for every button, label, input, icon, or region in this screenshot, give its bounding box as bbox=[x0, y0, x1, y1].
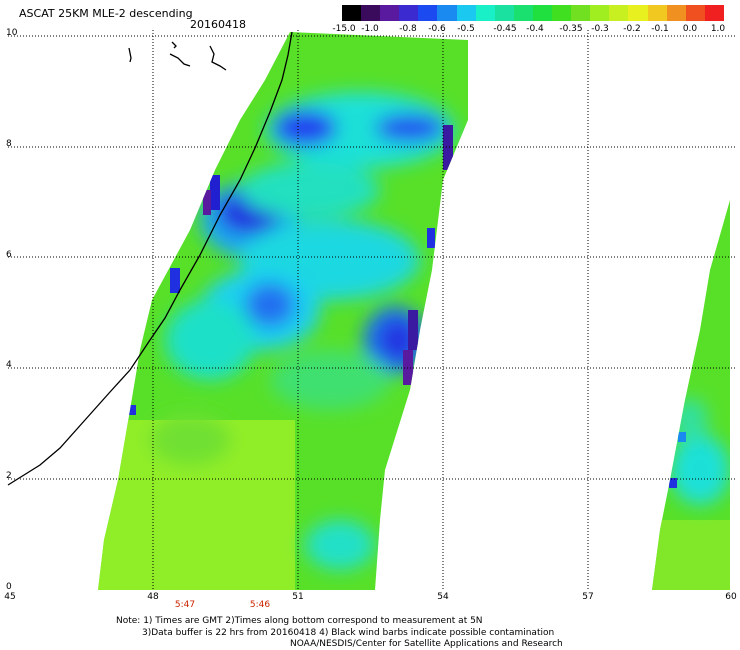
colorbar-segment bbox=[532, 5, 553, 21]
colorbar-segment bbox=[590, 5, 610, 21]
colorbar-segment bbox=[513, 5, 533, 21]
lon-tick-label: 54 bbox=[437, 592, 449, 602]
colorbar-segment bbox=[399, 5, 419, 21]
pass-time-label: 5:47 bbox=[174, 600, 196, 610]
lat-tick-label: 10 bbox=[6, 28, 18, 38]
lat-tick-label: 0 bbox=[6, 582, 12, 592]
lat-tick-label: 2 bbox=[6, 471, 12, 481]
colorbar-segment bbox=[685, 5, 705, 21]
color-scale-bar bbox=[342, 5, 724, 21]
lat-tick-label: 4 bbox=[6, 360, 12, 370]
colorbar-segment bbox=[361, 5, 381, 21]
colorbar-label: -0.45 bbox=[493, 24, 517, 34]
colorbar-segment bbox=[475, 5, 495, 21]
colorbar-segment bbox=[437, 5, 457, 21]
colorbar-segment bbox=[666, 5, 686, 21]
lon-tick-label: 57 bbox=[582, 592, 594, 602]
colorbar-label: -0.3 bbox=[591, 24, 609, 34]
pass-time-label: 5:46 bbox=[249, 600, 271, 610]
grid-lines bbox=[8, 30, 735, 590]
lon-tick-label: 51 bbox=[292, 592, 304, 602]
colorbar-segment bbox=[571, 5, 591, 21]
lon-tick-label: 48 bbox=[147, 592, 159, 602]
colorbar-segment bbox=[628, 5, 648, 21]
colorbar-label: -0.8 bbox=[399, 24, 417, 34]
colorbar-segment bbox=[552, 5, 572, 21]
colorbar-label: -15.0 bbox=[332, 24, 356, 34]
colorbar-label: -0.35 bbox=[559, 24, 583, 34]
lon-tick-label: 60 bbox=[725, 592, 737, 602]
lat-tick-label: 8 bbox=[6, 139, 12, 149]
colorbar-segment bbox=[494, 5, 514, 21]
colorbar-label: -0.2 bbox=[623, 24, 641, 34]
product-date: 20160418 bbox=[190, 18, 246, 31]
product-title: ASCAT 25KM MLE-2 descending bbox=[19, 7, 193, 20]
colorbar-label: 0.0 bbox=[682, 24, 698, 34]
islands bbox=[128, 41, 227, 71]
footnote-line: 3)Data buffer is 22 hrs from 20160418 4)… bbox=[142, 628, 555, 638]
left-swath bbox=[98, 32, 468, 590]
colorbar-segment bbox=[647, 5, 667, 21]
colorbar-label: -1.0 bbox=[361, 24, 379, 34]
color-scale-labels: -15.0 -1.0 -0.8 -0.6 -0.5 -0.45 -0.4 -0.… bbox=[0, 24, 740, 38]
colorbar-label: -0.5 bbox=[457, 24, 475, 34]
coastline bbox=[7, 31, 293, 486]
colorbar-segment bbox=[380, 5, 400, 21]
colorbar-segment bbox=[342, 5, 362, 21]
right-swath bbox=[652, 200, 730, 590]
colorbar-segment bbox=[704, 5, 724, 21]
lon-tick-label: 45 bbox=[4, 592, 16, 602]
colorbar-segment bbox=[418, 5, 438, 21]
colorbar-label: -0.4 bbox=[526, 24, 544, 34]
footnote-line: NOAA/NESDIS/Center for Satellite Applica… bbox=[290, 639, 563, 649]
colorbar-label: -0.6 bbox=[428, 24, 446, 34]
colorbar-segment bbox=[456, 5, 476, 21]
colorbar-segment bbox=[609, 5, 629, 21]
colorbar-label: 1.0 bbox=[710, 24, 726, 34]
lat-tick-label: 6 bbox=[6, 250, 12, 260]
colorbar-label: -0.1 bbox=[651, 24, 669, 34]
footnote-line: Note: 1) Times are GMT 2)Times along bot… bbox=[116, 616, 483, 626]
